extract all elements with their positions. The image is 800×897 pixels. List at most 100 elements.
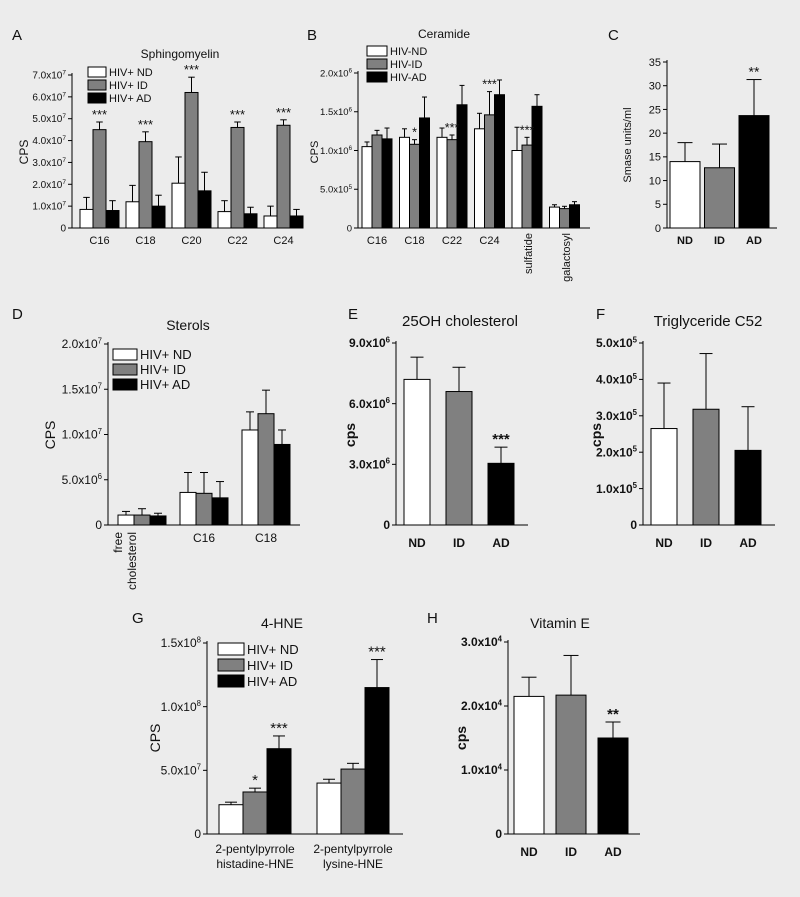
legend-swatch xyxy=(217,674,245,688)
y-tick-label: 2.0x104 xyxy=(461,698,503,713)
legend-swatch xyxy=(87,66,107,78)
x-tick-label: ND xyxy=(520,845,538,859)
legend-swatch xyxy=(87,79,107,91)
x-tick-label: AD xyxy=(739,536,757,550)
legend-label: HIV+ AD xyxy=(109,93,152,105)
legend-swatch xyxy=(112,363,138,376)
bar xyxy=(559,208,570,229)
x-tick-label: ID xyxy=(565,845,577,859)
y-tick-label: 0 xyxy=(347,223,352,234)
x-tick-label: C22 xyxy=(442,235,462,247)
significance-label: * xyxy=(412,126,417,140)
x-tick-label: C24 xyxy=(273,235,293,247)
bar xyxy=(266,748,292,835)
bar xyxy=(230,126,245,229)
y-tick-exponent: 8 xyxy=(197,699,201,708)
y-tick-exponent: 7 xyxy=(62,157,66,164)
chart-title: Triglyceride C52 xyxy=(654,313,763,330)
y-tick-mantissa: 3.0x10 xyxy=(596,409,633,423)
significance-label: *** xyxy=(138,117,153,132)
y-tick-mantissa: 2.0x10 xyxy=(596,445,633,459)
y-tick-exponent: 6 xyxy=(349,145,353,152)
chart-title: 4-HNE xyxy=(261,615,303,631)
bar xyxy=(273,443,291,526)
y-tick-mantissa: 1.5x10 xyxy=(62,382,98,396)
y-axis-label: cps xyxy=(588,423,604,447)
y-tick-mantissa: 1.0x10 xyxy=(161,700,197,714)
y-axis-label: CPS xyxy=(309,141,321,164)
x-tick-label: C16 xyxy=(89,235,109,247)
panel-a: 01.0x1072.0x1073.0x1074.0x1075.0x1076.0x… xyxy=(32,62,304,235)
y-tick-mantissa: 0 xyxy=(95,518,102,532)
bar xyxy=(436,136,448,229)
y-tick-mantissa: 4.0x10 xyxy=(32,136,62,147)
bar xyxy=(403,378,431,526)
legend-label: HIV+ AD xyxy=(140,377,190,392)
y-tick-label: 0 xyxy=(60,224,66,235)
x-tick-label: 2-pentylpyrrole histadine-HNE xyxy=(215,842,295,871)
legend-swatch xyxy=(366,71,388,83)
bar xyxy=(105,210,120,229)
y-tick-exponent: 5 xyxy=(633,335,638,344)
legend-swatch xyxy=(112,378,138,391)
y-tick-label: 30 xyxy=(649,81,661,93)
bar xyxy=(217,211,232,229)
x-tick-label: ND xyxy=(655,536,673,550)
bar xyxy=(257,413,275,526)
chart-title: Ceramide xyxy=(418,27,470,41)
y-tick-mantissa: 0 xyxy=(630,518,637,532)
legend-swatch xyxy=(112,348,138,361)
y-tick-exponent: 7 xyxy=(62,91,66,98)
bar xyxy=(494,94,505,229)
y-tick-exponent: 6 xyxy=(386,457,391,466)
bar xyxy=(242,791,268,835)
bar xyxy=(531,105,543,229)
bar xyxy=(734,449,762,526)
panel-c: 0 5 10 15 20 25 30 35 ** xyxy=(649,57,777,235)
panel-letter: E xyxy=(348,306,358,323)
y-tick-exponent: 4 xyxy=(498,634,503,643)
bar xyxy=(445,391,473,526)
legend-swatch xyxy=(366,58,388,70)
bar xyxy=(263,215,278,229)
legend-label: HIV+ ND xyxy=(140,347,192,362)
significance-label: *** xyxy=(445,121,460,135)
bar xyxy=(184,91,199,229)
y-tick-mantissa: 5.0x10 xyxy=(161,764,197,778)
y-tick-mantissa: 2.0x10 xyxy=(461,699,498,713)
y-tick-label: 0 xyxy=(655,223,661,235)
bar xyxy=(446,139,458,229)
bar xyxy=(179,491,197,526)
bar xyxy=(92,129,107,229)
bar xyxy=(211,497,229,526)
significance-label: * xyxy=(252,772,258,789)
legend-label: HIV+ ND xyxy=(109,67,153,79)
legend-swatch xyxy=(87,92,107,104)
y-tick-mantissa: 1.5x10 xyxy=(320,107,349,118)
y-tick-exponent: 4 xyxy=(498,698,503,707)
y-tick-label: 0 xyxy=(630,518,637,532)
y-tick-mantissa: 0 xyxy=(194,827,201,841)
x-tick-label: C22 xyxy=(227,235,247,247)
significance-label: *** xyxy=(492,431,510,448)
y-tick-mantissa: 3.0x10 xyxy=(461,635,498,649)
y-tick-label: 4.0x107 xyxy=(32,135,66,147)
bar xyxy=(511,150,523,229)
y-tick-exponent: 5 xyxy=(633,372,638,381)
significance-label: *** xyxy=(276,105,291,120)
bar xyxy=(474,128,485,229)
x-tick-label: AD xyxy=(492,536,510,550)
legend-label: HIV+ ID xyxy=(109,80,148,92)
y-tick-label: 5 xyxy=(655,199,661,211)
legend-label: HIV-AD xyxy=(390,72,427,84)
y-tick-exponent: 4 xyxy=(498,762,503,771)
y-tick-label: 1.5x106 xyxy=(320,106,353,118)
y-tick-mantissa: 0 xyxy=(347,223,352,234)
y-tick-label: 1.0x107 xyxy=(62,427,102,442)
y-tick-mantissa: 2.0x10 xyxy=(32,180,62,191)
legend-label: HIV+ ID xyxy=(140,362,186,377)
bar xyxy=(289,215,304,229)
